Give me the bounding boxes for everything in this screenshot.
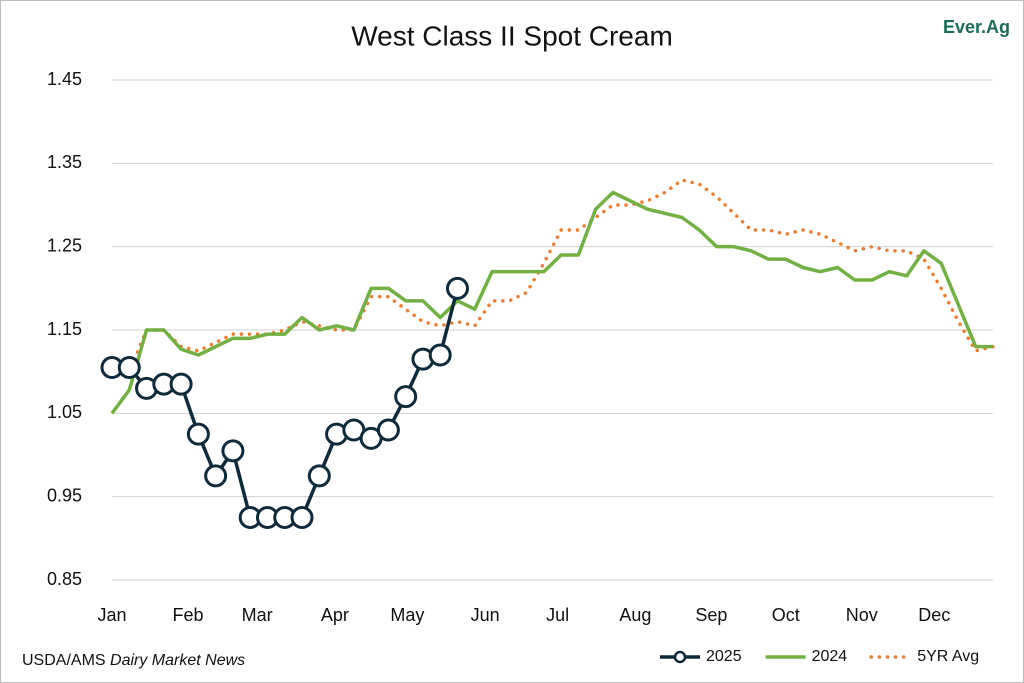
point-marker [204,464,228,488]
x-tick-label: Mar [242,605,273,625]
x-tick-label: Apr [321,605,349,625]
x-tick-label: Nov [846,605,878,625]
y-tick-label: 0.85 [47,569,82,589]
source: USDA/AMS Dairy Market News [22,652,245,669]
y-tick-label: 0.95 [47,485,82,505]
x-tick-label: Jun [471,605,500,625]
point-marker [428,343,452,367]
point-marker [290,506,314,529]
y-tick-label: 1.05 [47,402,82,422]
x-tick-label: Feb [172,605,203,625]
legend-label: 2025 [706,648,742,665]
x-tick-label: Aug [619,605,651,625]
x-tick-label: May [390,605,424,625]
legend-label: 2024 [812,648,848,665]
point-marker [169,372,193,396]
point-marker [445,276,469,300]
x-tick-label: Oct [772,605,800,625]
source-text: USDA/AMS [22,652,110,669]
point-marker [394,385,418,409]
y-tick-label: 1.25 [47,235,82,255]
series-line [110,178,995,375]
y-tick-label: 1.45 [47,69,82,89]
point-marker [221,439,245,463]
x-tick-label: Dec [918,605,950,625]
legend-label: 5YR Avg [917,648,979,665]
x-tick-label: Sep [695,605,727,625]
point-marker [307,464,331,488]
legend-marker [673,650,687,664]
y-tick-label: 1.35 [47,152,82,172]
x-tick-label: Jul [546,605,569,625]
source-italic: Dairy Market News [110,652,245,669]
point-marker [376,418,400,442]
point-marker [117,356,141,379]
chart-title: West Class II Spot Cream [351,20,673,51]
series-line [110,190,993,415]
point-marker [186,422,210,446]
y-tick-label: 1.15 [47,319,82,339]
x-tick-label: Jan [97,605,126,625]
brand-logo: Ever.Ag [943,17,1010,37]
